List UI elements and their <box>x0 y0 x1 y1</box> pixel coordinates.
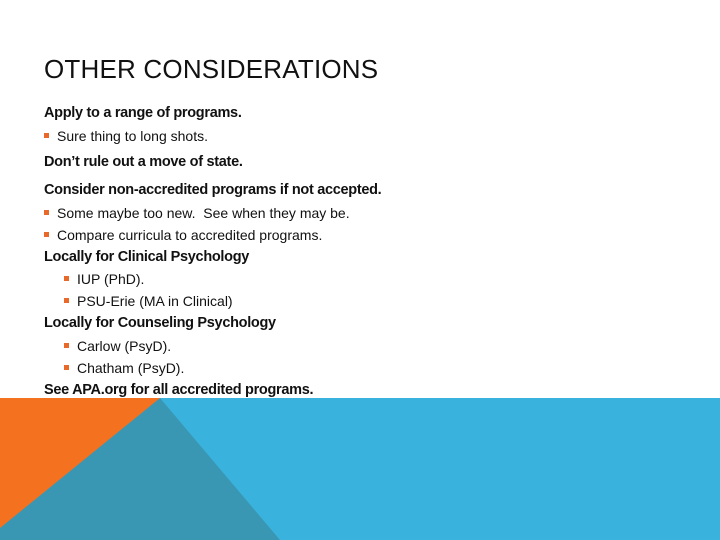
heading-apa-org: See APA.org for all accredited programs. <box>44 382 314 398</box>
bullet-marker-icon <box>64 342 69 348</box>
bullet-chatham: Chatham (PsyD). <box>64 358 184 378</box>
bullet-marker-icon <box>64 275 69 281</box>
bullet-sure-thing: Sure thing to long shots. <box>44 126 208 146</box>
bullet-marker-icon <box>44 231 49 237</box>
bullet-marker-icon <box>64 364 69 370</box>
band-orange-triangle <box>0 398 160 528</box>
heading-counseling: Locally for Counseling Psychology <box>44 315 276 331</box>
heading-clinical: Locally for Clinical Psychology <box>44 249 250 265</box>
bullet-marker-icon <box>44 209 49 215</box>
decorative-color-band <box>0 398 720 540</box>
bullet-too-new: Some maybe too new. See when they may be… <box>44 203 350 223</box>
slide-title: OTHER CONSIDERATIONS <box>44 54 379 84</box>
bullet-marker-icon <box>64 297 69 303</box>
bullet-iup: IUP (PhD). <box>64 269 144 289</box>
heading-non-accredited: Consider non-accredited programs if not … <box>44 182 382 198</box>
heading-apply-range: Apply to a range of programs. <box>44 105 242 121</box>
bullet-psu-erie: PSU-Erie (MA in Clinical) <box>64 291 233 311</box>
heading-move-of-state: Don’t rule out a move of state. <box>44 154 243 170</box>
bullet-compare-curricula: Compare curricula to accredited programs… <box>44 225 322 245</box>
bullet-carlow: Carlow (PsyD). <box>64 336 171 356</box>
bullet-marker-icon <box>44 132 49 138</box>
